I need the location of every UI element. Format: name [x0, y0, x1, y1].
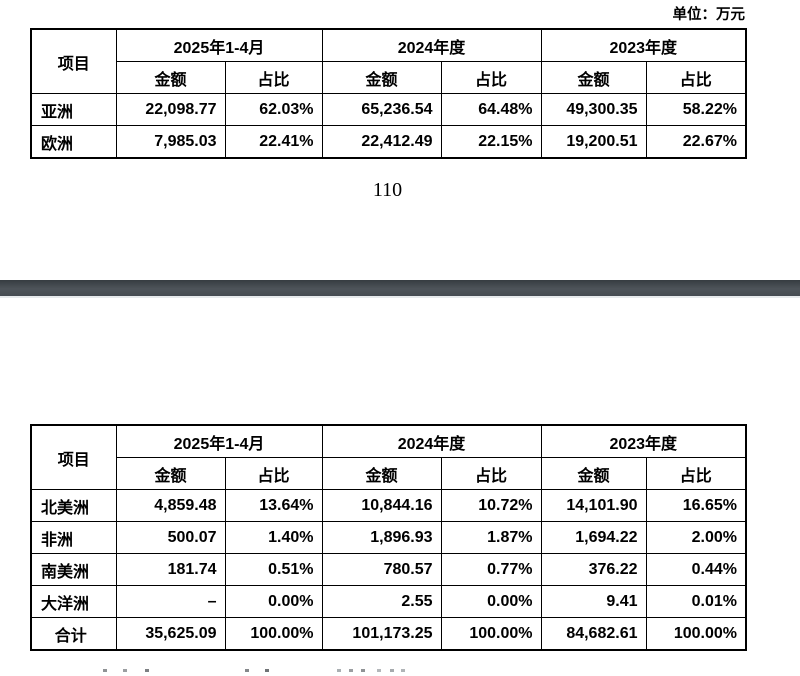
period-group-header: 2023年度: [540, 424, 747, 458]
period-group-header: 2024年度: [321, 28, 542, 62]
page-separator: [0, 280, 800, 298]
subcolumn-header: 金额: [321, 61, 442, 94]
table-header: 项目 2025年1-4月 2024年度 2023年度 金额 占比 金额 占比 金额 占比: [30, 424, 747, 490]
cell-value: 2.55: [321, 585, 442, 618]
period-group-header: 2024年度: [321, 424, 542, 458]
subcolumn-header: 金额: [540, 457, 647, 490]
row-label: 欧洲: [30, 125, 117, 159]
item-column-header: 项目: [30, 28, 117, 94]
cell-value: –: [115, 585, 226, 618]
subcolumn-header: 占比: [440, 61, 542, 94]
cell-value: 35,625.09: [115, 617, 226, 651]
period-group-header: 2023年度: [540, 28, 747, 62]
cell-value: 1,694.22: [540, 521, 647, 554]
cell-value: 0.00%: [440, 585, 542, 618]
cell-value: 22.67%: [645, 125, 747, 159]
cell-value: 10,844.16: [321, 489, 442, 522]
cell-value: 16.65%: [645, 489, 747, 522]
subcolumn-header: 占比: [645, 457, 747, 490]
cell-value: 4,859.48: [115, 489, 226, 522]
cell-value: 65,236.54: [321, 93, 442, 126]
cell-value: 1,896.93: [321, 521, 442, 554]
subcolumn-header: 金额: [321, 457, 442, 490]
row-label: 亚洲: [30, 93, 117, 126]
cell-value: 7,985.03: [115, 125, 226, 159]
subcolumn-header: 占比: [224, 457, 323, 490]
table-row: 欧洲 7,985.03 22.41% 22,412.49 22.15% 19,200.51…: [30, 125, 747, 159]
table-row: 大洋洲 –0.00% 2.55 0.00% 9.41 0.01%: [30, 585, 747, 618]
table-body: 亚洲 22,098.77 62.03% 65,236.54 64.48% 49,300.3…: [30, 93, 747, 159]
cell-value: 62.03%: [224, 93, 323, 126]
table-header: 项目 2025年1-4月 2024年度 2023年度 金额 占比 金额 占比 金额 占比: [30, 28, 747, 94]
header-row-periods: 项目 2025年1-4月 2024年度 2023年度: [30, 424, 747, 490]
table-body: 北美洲 4,859.48 13.64% 10,844.16 10.72% 14,101.9…: [30, 489, 747, 651]
cell-value: 1.40%: [224, 521, 323, 554]
page-number: 110: [372, 179, 403, 201]
cell-value: 0.44%: [645, 553, 747, 586]
unit-label: 单位：万元: [672, 7, 746, 23]
header-row-subcolumns: 金额 占比 金额 占比 金额 占比: [31, 61, 747, 94]
cell-value: 181.74: [115, 553, 226, 586]
cell-value: 49,300.35: [540, 93, 647, 126]
cell-value: 10.72%: [440, 489, 542, 522]
table-row: 南美洲 181.74 0.51% 780.57 0.77% 376.22 0.44%: [30, 553, 747, 586]
cell-value: 100.00%: [224, 617, 323, 651]
table-row: 非洲 500.07 1.40% 1,896.93 1.87% 1,694.22 2.00%: [30, 521, 747, 554]
subcolumn-header: 金额: [540, 61, 647, 94]
row-label: 大洋洲: [30, 585, 117, 618]
subcolumn-header: 占比: [224, 61, 323, 94]
period-group-header: 2025年1-4月: [115, 424, 323, 458]
subcolumn-header: 金额: [115, 457, 226, 490]
header-row-periods: 项目 2025年1-4月 2024年度 2023年度: [30, 28, 747, 94]
header-row-subcolumns: 金额 占比 金额 占比 金额 占比: [31, 457, 747, 490]
cell-value: 58.22%: [645, 93, 747, 126]
cell-value: 100.00%: [645, 617, 747, 651]
row-label: 合计: [30, 617, 117, 651]
cell-value: 19,200.51: [540, 125, 647, 159]
table-row: 北美洲 4,859.48 13.64% 10,844.16 10.72% 14,101.9…: [30, 489, 747, 522]
subcolumn-header: 占比: [440, 457, 542, 490]
cell-value: 13.64%: [224, 489, 323, 522]
cutoff-text-fragments: [103, 669, 107, 672]
cell-value: 22,098.77: [115, 93, 226, 126]
period-group-header: 2025年1-4月: [115, 28, 323, 62]
cell-value: 500.07: [115, 521, 226, 554]
geographic-revenue-table-top: 项目 2025年1-4月 2024年度 2023年度 金额 占比 金额 占比 金额 占比 亚洲 22,…: [30, 28, 747, 159]
geographic-revenue-table-bottom: 项目 2025年1-4月 2024年度 2023年度 金额 占比 金额 占比 金额 占比 北美洲 4,…: [30, 424, 747, 651]
cell-value: 22,412.49: [321, 125, 442, 159]
cell-value: 376.22: [540, 553, 647, 586]
cell-value: 101,173.25: [321, 617, 442, 651]
cell-value: 0.01%: [645, 585, 747, 618]
cell-value: 0.00%: [224, 585, 323, 618]
cell-value: 22.15%: [440, 125, 542, 159]
cell-value: 0.77%: [440, 553, 542, 586]
cell-value: 84,682.61: [540, 617, 647, 651]
table-row: 合计 35,625.09 100.00% 101,173.25 100.00% 84,68…: [30, 617, 747, 651]
table-row: 亚洲 22,098.77 62.03% 65,236.54 64.48% 49,300.3…: [30, 93, 747, 126]
row-label: 非洲: [30, 521, 117, 554]
cell-value: 1.87%: [440, 521, 542, 554]
row-label: 北美洲: [30, 489, 117, 522]
cell-value: 9.41: [540, 585, 647, 618]
cell-value: 100.00%: [440, 617, 542, 651]
subcolumn-header: 占比: [645, 61, 747, 94]
cell-value: 14,101.90: [540, 489, 647, 522]
cell-value: 780.57: [321, 553, 442, 586]
cell-value: 0.51%: [224, 553, 323, 586]
subcolumn-header: 金额: [115, 61, 226, 94]
row-label: 南美洲: [30, 553, 117, 586]
cell-value: 2.00%: [645, 521, 747, 554]
cell-value: 64.48%: [440, 93, 542, 126]
cell-value: 22.41%: [224, 125, 323, 159]
item-column-header: 项目: [30, 424, 117, 490]
